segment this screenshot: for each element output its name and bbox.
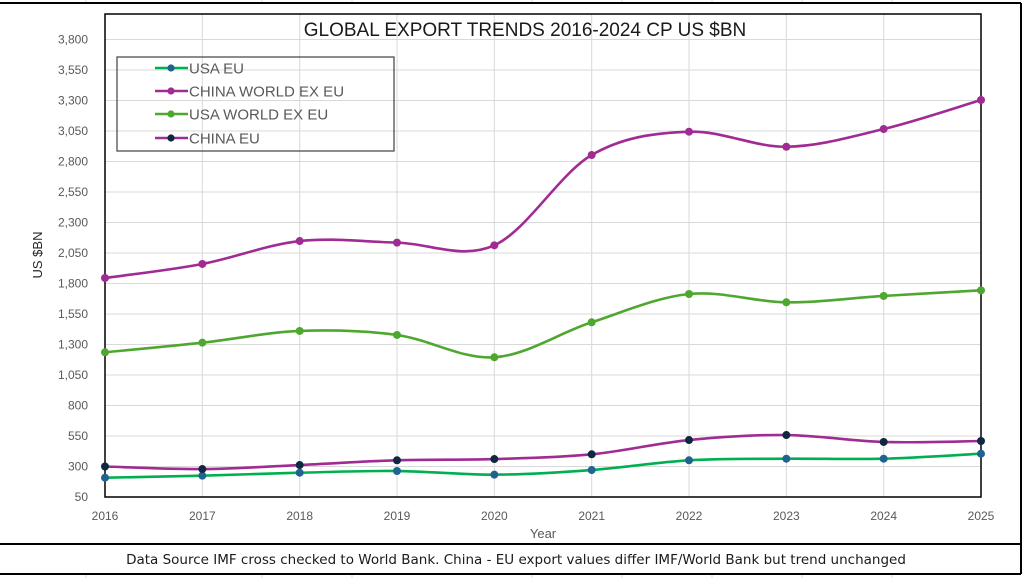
- x-tick-label: 2021: [578, 509, 605, 523]
- series-usa-eu: [101, 449, 985, 482]
- data-point: [393, 238, 401, 247]
- data-point: [685, 127, 693, 136]
- x-axis-ticks: 2016 2017 2018 2019 2020 2021 2022 2023 2024 2025: [92, 509, 995, 523]
- legend-label: CHINA WORLD EX EU: [189, 84, 344, 101]
- legend-label: USA WORLD EX EU: [189, 107, 328, 124]
- series-line: [103, 98, 983, 280]
- data-point: [295, 237, 304, 246]
- data-point: [879, 291, 888, 300]
- footer-note: Data Source IMF cross checked to World B…: [126, 552, 906, 568]
- x-tick-label: 2016: [92, 509, 119, 523]
- series-line: [103, 452, 983, 480]
- data-point: [490, 241, 499, 250]
- data-point: [587, 466, 596, 475]
- data-point: [587, 318, 596, 327]
- y-tick-label: 1,050: [58, 368, 88, 382]
- y-axis-title: US $BN: [30, 232, 45, 279]
- plot-area-border: [104, 13, 982, 498]
- data-point: [977, 449, 985, 458]
- legend-item-usa-eu: USA EU: [155, 61, 244, 78]
- legend-item-china-world-ex-eu: CHINA WORLD EX EU: [155, 84, 344, 101]
- data-point: [101, 274, 109, 283]
- legend-item-usa-world-ex-eu: USA WORLD EX EU: [155, 107, 328, 124]
- y-tick-label: 3,300: [58, 94, 88, 108]
- data-point: [101, 473, 109, 482]
- data-point: [782, 298, 791, 307]
- y-tick-label: 800: [68, 399, 88, 413]
- data-point: [879, 454, 888, 463]
- data-point: [782, 454, 791, 463]
- x-tick-label: 2017: [189, 509, 216, 523]
- data-point: [587, 151, 596, 160]
- x-tick-label: 2020: [481, 509, 508, 523]
- y-tick-label: 3,800: [58, 33, 88, 47]
- data-point: [587, 450, 596, 459]
- x-axis-title: Year: [530, 526, 557, 541]
- plot-gridlines: [105, 14, 981, 497]
- data-point: [977, 96, 985, 105]
- data-point: [490, 470, 499, 479]
- data-point: [977, 437, 985, 446]
- y-tick-label: 3,050: [58, 124, 88, 138]
- data-point: [977, 286, 985, 295]
- data-point: [685, 289, 693, 298]
- chart-title: GLOBAL EXPORT TRENDS 2016-2024 CP US $BN: [304, 20, 746, 41]
- y-tick-label: 3,550: [58, 63, 88, 77]
- data-point: [879, 437, 888, 446]
- y-tick-label: 1,550: [58, 307, 88, 321]
- legend-marker: [167, 87, 175, 95]
- series-usa-world-ex-eu: [101, 286, 985, 362]
- legend-item-china-eu: CHINA EU: [155, 131, 260, 148]
- legend-label: USA EU: [189, 61, 244, 78]
- data-point: [295, 468, 304, 477]
- data-point: [393, 456, 401, 465]
- y-tick-label: 300: [68, 460, 88, 474]
- data-point: [198, 465, 207, 474]
- data-point: [879, 125, 888, 134]
- legend-label: CHINA EU: [189, 131, 260, 148]
- y-axis-ticks: 50 300 550 800 1,050 1,300 1,550 1,800 2,050 2,30…: [58, 33, 88, 505]
- data-point: [198, 338, 207, 347]
- data-point: [685, 436, 693, 445]
- data-point: [295, 461, 304, 470]
- legend-marker: [167, 64, 175, 72]
- y-tick-label: 2,300: [58, 216, 88, 230]
- data-point: [490, 455, 499, 464]
- data-point: [393, 330, 401, 339]
- x-tick-label: 2024: [870, 509, 897, 523]
- legend-marker: [167, 134, 175, 142]
- y-tick-label: 550: [68, 429, 88, 443]
- x-tick-label: 2018: [286, 509, 313, 523]
- x-tick-label: 2019: [384, 509, 411, 523]
- series-line: [103, 433, 983, 471]
- data-point: [295, 326, 304, 335]
- data-point: [782, 142, 791, 151]
- data-point: [198, 471, 207, 480]
- legend-box: [116, 56, 395, 152]
- x-tick-label: 2022: [676, 509, 703, 523]
- x-tick-label: 2023: [773, 509, 800, 523]
- y-tick-label: 2,800: [58, 155, 88, 169]
- y-tick-label: 2,550: [58, 185, 88, 199]
- data-point: [782, 431, 791, 440]
- legend: USA EU CHINA WORLD EX EU USA WORLD EX EU CH…: [116, 56, 395, 152]
- data-point: [101, 462, 109, 471]
- y-tick-label: 1,300: [58, 338, 88, 352]
- series-line: [103, 289, 983, 359]
- data-point: [393, 467, 401, 476]
- y-tick-label: 1,800: [58, 277, 88, 291]
- legend-marker: [167, 110, 175, 118]
- data-point: [101, 348, 109, 357]
- series-china-world-ex-eu: [101, 96, 985, 283]
- y-tick-label: 2,050: [58, 246, 88, 260]
- x-tick-label: 2025: [968, 509, 995, 523]
- series-group: [101, 96, 985, 482]
- data-point: [490, 353, 499, 362]
- y-tick-label: 50: [75, 490, 89, 504]
- data-point: [198, 259, 207, 268]
- series-china-eu: [101, 431, 985, 474]
- data-point: [685, 456, 693, 465]
